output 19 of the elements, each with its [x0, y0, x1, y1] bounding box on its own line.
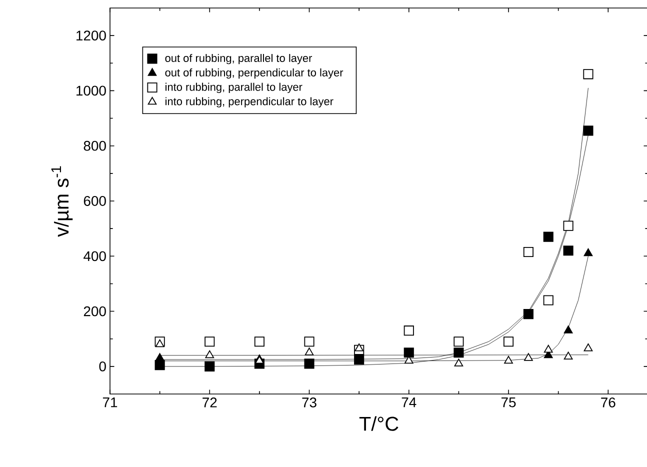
y-tick-label: 800	[84, 140, 106, 151]
legend-label: out of rubbing, parallel to layer	[165, 54, 312, 64]
x-tick-label: 73	[302, 398, 316, 408]
y-axis-title: v/µm s$^{-1}$	[51, 166, 73, 237]
y-tick-label: 600	[84, 196, 106, 206]
y-tick-label: 0	[99, 361, 106, 372]
y-tick-label: 1000	[76, 86, 106, 96]
x-tick-label: 71	[102, 398, 118, 408]
x-tick-label: 74	[402, 398, 416, 408]
y-tick-label: 200	[84, 306, 106, 316]
legend-label: into rubbing, parallel to layer	[166, 82, 302, 94]
x-tick-label: 76	[601, 398, 616, 408]
x-axis-title: T/°C	[359, 416, 398, 431]
y-tick-label: 400	[84, 251, 106, 262]
legend-label: into rubbing, perpendicular to layer	[166, 97, 334, 108]
y-tick-label: 1200	[76, 30, 106, 41]
x-tick-label: 75	[501, 398, 516, 408]
x-tick-label: 72	[202, 398, 217, 408]
legend-label: out of rubbing, perpendicular to layer	[165, 68, 344, 79]
